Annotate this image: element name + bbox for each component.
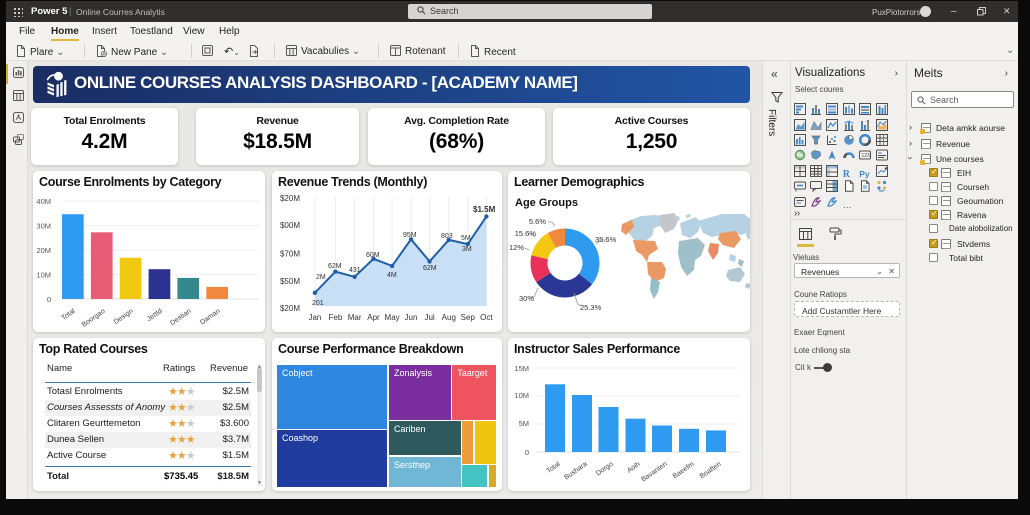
- svg-text:Dorgo: Dorgo: [595, 461, 615, 478]
- svg-text:Boorgao: Boorgao: [81, 308, 107, 329]
- svg-text:Bushara: Bushara: [563, 461, 588, 482]
- svg-text:10M: 10M: [514, 391, 529, 400]
- svg-text:40M: 40M: [36, 197, 51, 206]
- svg-text:30M: 30M: [36, 222, 51, 231]
- svg-text:Mar: Mar: [348, 313, 362, 322]
- svg-text:5M: 5M: [519, 419, 529, 428]
- svg-text:12%: 12%: [509, 243, 524, 252]
- svg-text:803: 803: [441, 233, 453, 240]
- svg-text:Aug: Aug: [442, 313, 456, 322]
- svg-text:15.6%: 15.6%: [515, 229, 537, 238]
- svg-text:Sep: Sep: [461, 313, 476, 322]
- svg-text:Apr: Apr: [367, 313, 380, 322]
- svg-text:Total: Total: [545, 461, 561, 475]
- svg-text:10M: 10M: [36, 271, 51, 280]
- svg-text:2M: 2M: [316, 274, 326, 281]
- svg-text:4M: 4M: [387, 272, 397, 279]
- svg-text:201: 201: [312, 300, 324, 307]
- svg-text:Jan: Jan: [308, 313, 321, 322]
- svg-text:Feb: Feb: [329, 313, 343, 322]
- svg-text:Aoih: Aoih: [626, 461, 642, 475]
- svg-text:25.3%: 25.3%: [580, 303, 602, 312]
- svg-text:0: 0: [47, 295, 51, 304]
- svg-text:Total: Total: [60, 308, 76, 322]
- svg-text:Daman: Daman: [199, 308, 222, 327]
- svg-text:$50M: $50M: [280, 277, 300, 286]
- svg-text:95M: 95M: [403, 232, 417, 239]
- svg-text:20M: 20M: [36, 246, 51, 255]
- svg-text:$70M: $70M: [280, 250, 300, 259]
- svg-text:431: 431: [349, 267, 361, 274]
- svg-text:Jul: Jul: [424, 313, 434, 322]
- svg-text:May: May: [385, 313, 400, 322]
- svg-text:$20M: $20M: [280, 194, 300, 203]
- svg-text:Jun: Jun: [405, 313, 418, 322]
- svg-text:3M: 3M: [462, 246, 472, 253]
- svg-text:Design: Design: [113, 308, 135, 326]
- svg-text:Jettld: Jettld: [146, 308, 164, 323]
- svg-text:15M: 15M: [514, 364, 529, 373]
- svg-text:Destian: Destian: [169, 308, 193, 327]
- svg-text:$20M: $20M: [280, 304, 300, 313]
- svg-text:62M: 62M: [328, 263, 342, 270]
- svg-text:35.6%: 35.6%: [595, 235, 617, 244]
- svg-text:Boaften: Boaften: [699, 461, 723, 481]
- svg-text:123: 123: [862, 153, 871, 159]
- svg-text:$00M: $00M: [280, 221, 300, 230]
- svg-text:5.6%: 5.6%: [529, 217, 546, 226]
- svg-text:Baeefm: Baeefm: [672, 461, 696, 481]
- svg-text:5M: 5M: [461, 235, 471, 242]
- svg-text:62M: 62M: [423, 265, 437, 272]
- svg-text:30%: 30%: [519, 294, 534, 303]
- svg-text:Oct: Oct: [480, 313, 493, 322]
- svg-text:60M: 60M: [366, 252, 380, 259]
- svg-text:$1.5M: $1.5M: [473, 205, 496, 214]
- svg-text:0: 0: [525, 448, 529, 457]
- svg-text:Bavanten: Bavanten: [640, 461, 668, 484]
